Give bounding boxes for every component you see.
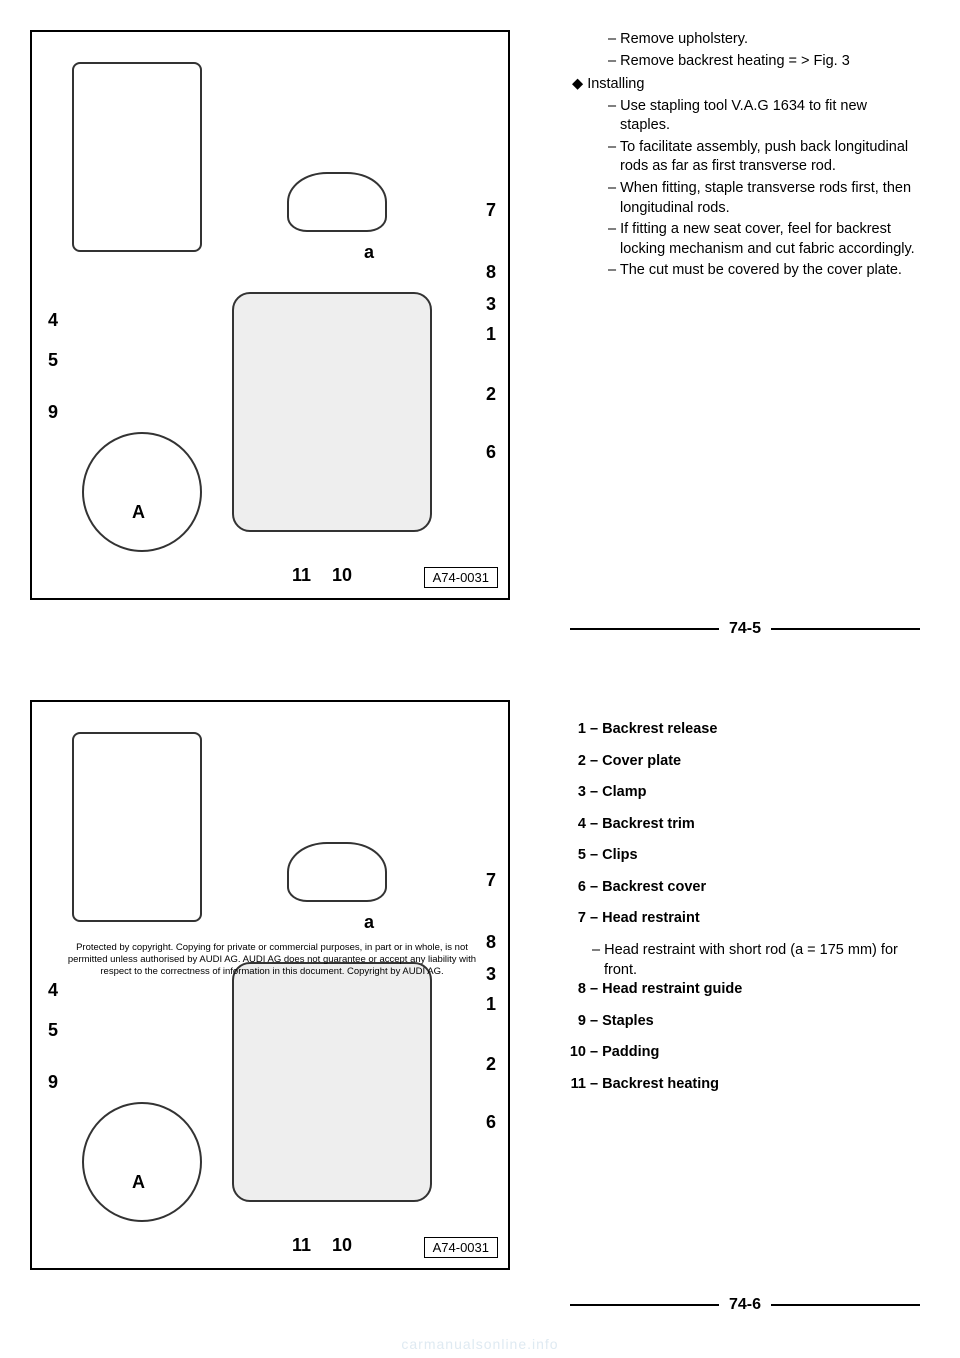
parts-list-subline: Head restraint with short rod (a = 175 m… bbox=[560, 941, 920, 980]
rule-left bbox=[570, 628, 719, 630]
callout-8: 8 bbox=[486, 932, 496, 953]
page-number: 74-5 bbox=[729, 620, 761, 638]
page-number-bar-bottom: 74-6 bbox=[570, 1296, 920, 1314]
parts-list-item: 3 – Clamp bbox=[560, 783, 920, 803]
backrest-frame-shape bbox=[72, 62, 202, 252]
parts-list-item: 7 – Head restraint bbox=[560, 909, 920, 929]
page-74-5: 4 5 9 7 8 3 1 2 6 a 11 10 A A74-0031 Rem… bbox=[0, 0, 960, 660]
install-item: If fitting a new seat cover, feel for ba… bbox=[560, 220, 920, 259]
callout-2: 2 bbox=[486, 384, 496, 405]
parts-list-item: 1 – Backrest release bbox=[560, 720, 920, 740]
detail-circle-a bbox=[82, 1102, 202, 1222]
headrest-shape bbox=[287, 842, 387, 902]
seat-back-shape bbox=[232, 292, 432, 532]
callout-4: 4 bbox=[48, 310, 58, 331]
callout-4: 4 bbox=[48, 980, 58, 1001]
page-number-bar-top: 74-5 bbox=[570, 620, 920, 638]
seat-back-shape bbox=[232, 962, 432, 1202]
callout-1: 1 bbox=[486, 324, 496, 345]
copyright-overlay: Protected by copyright. Copying for priv… bbox=[62, 942, 482, 978]
parts-list-item: 6 – Backrest cover bbox=[560, 878, 920, 898]
parts-list-item: 11 – Backrest heating bbox=[560, 1075, 920, 1095]
parts-list-item: 8 – Head restraint guide bbox=[560, 980, 920, 1000]
install-item: To facilitate assembly, push back longit… bbox=[560, 138, 920, 177]
parts-list-item: 5 – Clips bbox=[560, 846, 920, 866]
callout-7: 7 bbox=[486, 870, 496, 891]
detail-label-a: A bbox=[132, 1172, 145, 1193]
install-item: The cut must be covered by the cover pla… bbox=[560, 261, 920, 281]
callout-5: 5 bbox=[48, 1020, 58, 1041]
rule-right bbox=[771, 628, 920, 630]
callout-8: 8 bbox=[486, 262, 496, 283]
figure-box-top: 4 5 9 7 8 3 1 2 6 a 11 10 A A74-0031 bbox=[30, 30, 510, 600]
dim-a: a bbox=[364, 242, 374, 263]
installing-heading: Installing bbox=[560, 75, 920, 95]
callout-6: 6 bbox=[486, 1112, 496, 1133]
instr-line: Remove backrest heating = > Fig. 3 bbox=[560, 52, 920, 72]
callout-1: 1 bbox=[486, 994, 496, 1015]
page-number: 74-6 bbox=[729, 1296, 761, 1314]
figure-id-bottom: A74-0031 bbox=[424, 1237, 498, 1258]
figure-box-bottom: 4 5 9 7 8 3 1 2 6 a 11 10 A Protected by… bbox=[30, 700, 510, 1270]
detail-circle-a bbox=[82, 432, 202, 552]
callout-3: 3 bbox=[486, 294, 496, 315]
callout-3: 3 bbox=[486, 964, 496, 985]
parts-list: 1 – Backrest release 2 – Cover plate 3 – C… bbox=[560, 720, 920, 1106]
callout-2: 2 bbox=[486, 1054, 496, 1075]
callout-6: 6 bbox=[486, 442, 496, 463]
callout-7: 7 bbox=[486, 200, 496, 221]
page-74-6: 4 5 9 7 8 3 1 2 6 a 11 10 A Protected by… bbox=[0, 660, 960, 1320]
instr-line: Remove upholstery. bbox=[560, 30, 920, 50]
callout-9: 9 bbox=[48, 402, 58, 423]
install-item: When fitting, staple transverse rods fir… bbox=[560, 179, 920, 218]
detail-label-a: A bbox=[132, 502, 145, 523]
backrest-frame-shape bbox=[72, 732, 202, 922]
watermark: carmanualsonline.info bbox=[401, 1336, 558, 1352]
callout-11: 11 bbox=[292, 1235, 311, 1256]
parts-list-item: 9 – Staples bbox=[560, 1012, 920, 1032]
figure-id-top: A74-0031 bbox=[424, 567, 498, 588]
callout-9: 9 bbox=[48, 1072, 58, 1093]
callout-10: 10 bbox=[332, 1235, 352, 1256]
callout-11: 11 bbox=[292, 565, 311, 586]
callout-5: 5 bbox=[48, 350, 58, 371]
parts-list-item: 4 – Backrest trim bbox=[560, 815, 920, 835]
callout-10: 10 bbox=[332, 565, 352, 586]
instructions-text: Remove upholstery. Remove backrest heati… bbox=[560, 30, 920, 283]
dim-a: a bbox=[364, 912, 374, 933]
parts-list-item: 10 – Padding bbox=[560, 1043, 920, 1063]
headrest-shape bbox=[287, 172, 387, 232]
parts-list-item: 2 – Cover plate bbox=[560, 752, 920, 772]
rule-left bbox=[570, 1304, 719, 1306]
rule-right bbox=[771, 1304, 920, 1306]
install-item: Use stapling tool V.A.G 1634 to fit new … bbox=[560, 97, 920, 136]
